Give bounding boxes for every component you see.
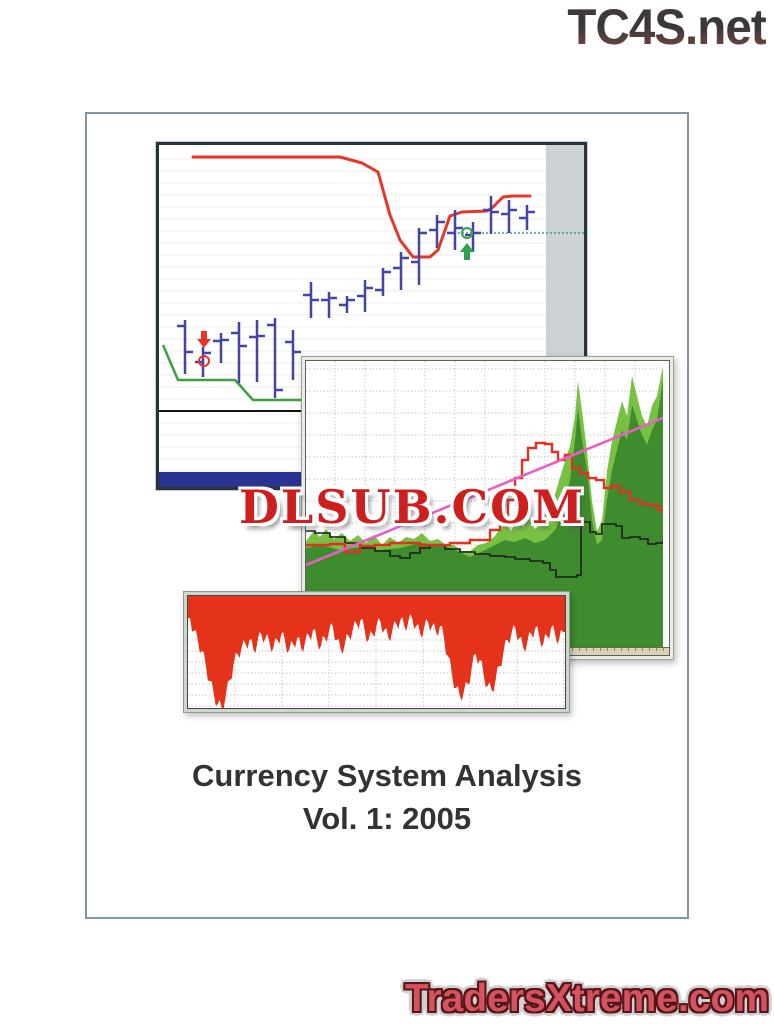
tradersxtreme-watermark: TradersXtreme.com (404, 977, 769, 1020)
drawdown-canvas (188, 596, 565, 708)
title-line2: Vol. 1: 2005 (302, 801, 472, 836)
tc4s-watermark: TC4S.net (567, 0, 767, 55)
dlsub-watermark: DLSUB.COM (239, 480, 586, 534)
drawdown-histogram-chart (183, 591, 570, 713)
drawdown-plot (187, 595, 566, 709)
title-line1: Currency System Analysis (192, 758, 582, 793)
cover-frame: DLSUB.COM Currency System Analysis Vol. … (85, 112, 689, 919)
cover-title: Currency System Analysis Vol. 1: 2005 (87, 754, 687, 840)
